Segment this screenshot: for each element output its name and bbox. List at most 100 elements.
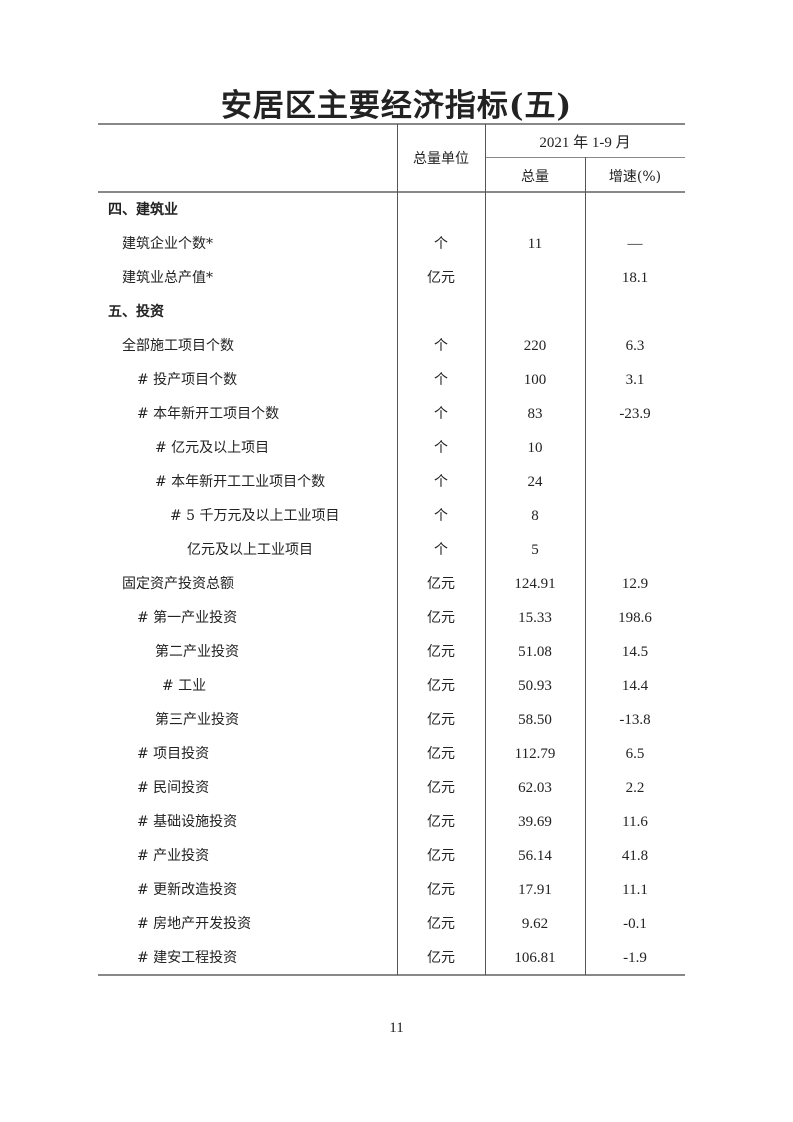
row-label: 建筑企业个数* xyxy=(122,236,213,252)
row-label: # 投产项目个数 xyxy=(137,372,238,388)
row-unit: 亿元 xyxy=(427,916,455,932)
table-row: # 房地产开发投资 亿元 9.62 -0.1 xyxy=(98,907,685,941)
row-growth: 2.2 xyxy=(625,780,645,796)
column-divider xyxy=(585,157,586,975)
row-label: 建筑业总产值* xyxy=(122,270,213,286)
row-label: 全部施工项目个数 xyxy=(122,338,234,354)
row-growth: 3.1 xyxy=(625,372,645,388)
table-row: # 本年新开工工业项目个数 个 24 xyxy=(98,465,685,499)
row-total: 5 xyxy=(531,542,539,558)
row-total: 51.08 xyxy=(518,644,552,660)
row-unit: 亿元 xyxy=(427,780,455,796)
row-label: # 第一产业投资 xyxy=(137,610,238,626)
row-unit: 个 xyxy=(434,236,448,252)
row-unit: 亿元 xyxy=(427,678,455,694)
row-unit: 亿元 xyxy=(427,950,455,966)
row-unit: 个 xyxy=(434,406,448,422)
row-label: 固定资产投资总额 xyxy=(122,576,234,592)
row-total: 10 xyxy=(527,440,543,456)
column-divider xyxy=(485,124,486,975)
row-growth: -1.9 xyxy=(623,950,647,966)
row-label: # 基础设施投资 xyxy=(137,814,238,830)
row-growth: 12.9 xyxy=(621,576,649,592)
page-title: 安居区主要经济指标(五) xyxy=(220,88,573,124)
table-row: 第三产业投资 亿元 58.50 -13.8 xyxy=(98,703,685,737)
row-growth: 198.6 xyxy=(618,610,652,626)
table-row: # 投产项目个数 个 100 3.1 xyxy=(98,363,685,397)
row-unit: 亿元 xyxy=(427,746,455,762)
row-growth: 41.8 xyxy=(621,848,649,864)
row-unit: 个 xyxy=(434,372,448,388)
row-unit: 个 xyxy=(434,440,448,456)
row-growth: -13.8 xyxy=(619,712,651,728)
row-growth: 18.1 xyxy=(621,270,649,286)
row-label: 四、建筑业 xyxy=(108,202,178,218)
row-total: 112.79 xyxy=(514,746,556,762)
table-row: # 项目投资 亿元 112.79 6.5 xyxy=(98,737,685,771)
row-unit: 亿元 xyxy=(427,576,455,592)
row-label: # 工业 xyxy=(162,678,207,694)
table-row: 亿元及以上工业项目 个 5 xyxy=(98,533,685,567)
row-total: 39.69 xyxy=(518,814,552,830)
header-growth: 增速(%) xyxy=(608,169,662,185)
row-unit: 亿元 xyxy=(427,644,455,660)
table-row: # 亿元及以上项目 个 10 xyxy=(98,431,685,465)
row-total: 124.91 xyxy=(514,576,556,592)
row-total: 83 xyxy=(527,406,543,422)
row-unit: 亿元 xyxy=(427,848,455,864)
row-growth: 11.6 xyxy=(622,814,648,830)
table-row: 第二产业投资 亿元 51.08 14.5 xyxy=(98,635,685,669)
table-row: # 更新改造投资 亿元 17.91 11.1 xyxy=(98,873,685,907)
row-unit: 个 xyxy=(434,338,448,354)
row-total: 24 xyxy=(527,474,543,490)
row-unit: 个 xyxy=(434,508,448,524)
table-row: 全部施工项目个数 个 220 6.3 xyxy=(98,329,685,363)
row-unit: 个 xyxy=(434,542,448,558)
row-growth: 14.4 xyxy=(621,678,649,694)
row-label: # 项目投资 xyxy=(137,746,210,762)
row-unit: 亿元 xyxy=(427,610,455,626)
table-row: # 民间投资 亿元 62.03 2.2 xyxy=(98,771,685,805)
row-unit: 亿元 xyxy=(427,270,455,286)
row-label: # 产业投资 xyxy=(137,848,210,864)
header-period: 2021 年 1-9 月 xyxy=(539,135,631,151)
row-total: 100 xyxy=(523,372,547,388)
table-row: # 工业 亿元 50.93 14.4 xyxy=(98,669,685,703)
row-total: 8 xyxy=(531,508,539,524)
table-row: # 第一产业投资 亿元 15.33 198.6 xyxy=(98,601,685,635)
row-growth: 6.5 xyxy=(625,746,645,762)
row-label: 亿元及以上工业项目 xyxy=(187,542,313,558)
table-row: # 产业投资 亿元 56.14 41.8 xyxy=(98,839,685,873)
row-total: 62.03 xyxy=(518,780,552,796)
row-total: 9.62 xyxy=(521,916,549,932)
row-growth: 6.3 xyxy=(625,338,645,354)
row-unit: 亿元 xyxy=(427,882,455,898)
table-row: 建筑业总产值* 亿元 18.1 xyxy=(98,261,685,295)
row-total: 50.93 xyxy=(518,678,552,694)
row-unit: 亿元 xyxy=(427,814,455,830)
row-label: # 建安工程投资 xyxy=(137,950,238,966)
row-label: # 本年新开工工业项目个数 xyxy=(155,474,326,490)
header-bottom-rule xyxy=(98,191,685,193)
table-row: # 本年新开工项目个数 个 83 -23.9 xyxy=(98,397,685,431)
row-growth: -0.1 xyxy=(623,916,647,932)
row-label: # 亿元及以上项目 xyxy=(155,440,270,456)
row-label: 第三产业投资 xyxy=(155,712,239,728)
table-row: # 5 千万元及以上工业项目 个 8 xyxy=(98,499,685,533)
row-label: # 本年新开工项目个数 xyxy=(137,406,280,422)
row-unit: 亿元 xyxy=(427,712,455,728)
table-top-rule xyxy=(98,123,685,125)
row-total: 58.50 xyxy=(518,712,552,728)
table-row: # 建安工程投资 亿元 106.81 -1.9 xyxy=(98,941,685,975)
row-label: 五、投资 xyxy=(108,304,164,320)
row-unit: 个 xyxy=(434,474,448,490)
table-row: 四、建筑业 xyxy=(98,193,685,227)
table-row: 建筑企业个数* 个 11 — xyxy=(98,227,685,261)
page-number: 11 xyxy=(389,1020,404,1036)
column-divider xyxy=(397,124,398,975)
row-total: 15.33 xyxy=(518,610,552,626)
row-growth: 11.1 xyxy=(622,882,648,898)
table-bottom-rule xyxy=(98,974,685,976)
row-total: 220 xyxy=(523,338,547,354)
row-total: 17.91 xyxy=(518,882,552,898)
